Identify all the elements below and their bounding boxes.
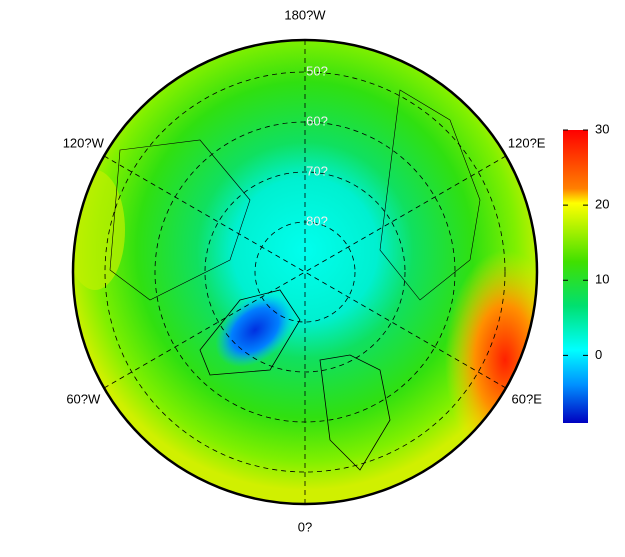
- latitude-label: 60?: [306, 113, 328, 128]
- map-border: [71, 38, 539, 506]
- colorbar: [563, 130, 588, 423]
- longitude-label: 120?W: [63, 135, 105, 150]
- latitude-label: 50?: [306, 63, 328, 78]
- latitude-label: 80?: [306, 213, 328, 228]
- longitude-label: 60?W: [66, 391, 101, 406]
- latitude-circle: [204, 171, 406, 373]
- longitude-label: 60?E: [512, 391, 543, 406]
- latitude-circle: [104, 71, 506, 473]
- colorbar-tick-label: 10: [595, 272, 609, 287]
- colorbar-tick-label: 20: [595, 197, 609, 212]
- latitude-label: 70?: [306, 163, 328, 178]
- colorbar-tick-label: 30: [595, 121, 609, 136]
- longitude-label: 120?E: [508, 135, 546, 150]
- longitude-label: 180?W: [284, 7, 326, 22]
- colorbar-tick-label: 0: [595, 347, 602, 362]
- graticule: [103, 40, 507, 504]
- temperature-field: [73, 40, 537, 504]
- longitude-label: 0?: [298, 519, 312, 534]
